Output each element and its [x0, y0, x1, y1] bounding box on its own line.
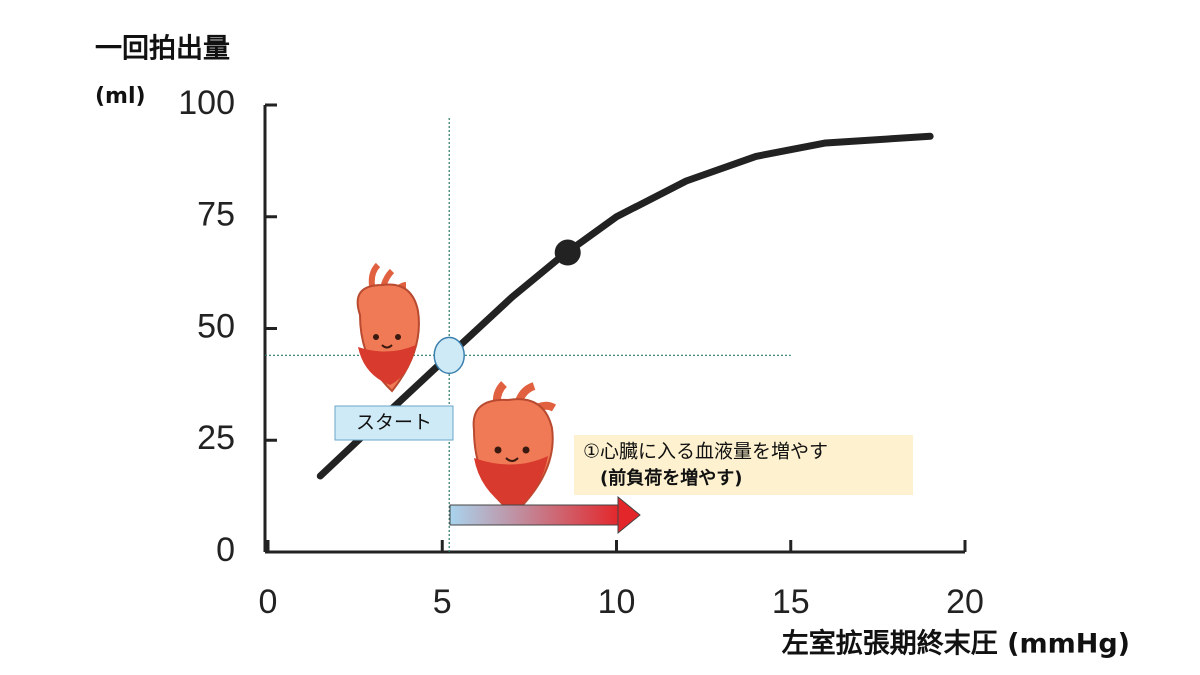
- heart-icon: [356, 262, 420, 393]
- x-tick-label: 10: [598, 583, 636, 621]
- y-axis-title: 一回拍出量: [95, 34, 230, 65]
- curve: [316, 132, 934, 480]
- start-point: [433, 336, 465, 375]
- x-axis-title: 左室拡張期終末圧 (mmHg): [782, 628, 1130, 660]
- annotation: ①心臓に入る血液量を増やす: [583, 441, 828, 463]
- x-tick-label: 5: [433, 583, 452, 621]
- y-tick-label: 50: [197, 307, 235, 345]
- annotation: スタート: [356, 412, 432, 434]
- arrow: [449, 495, 641, 535]
- annotation: (前負荷を増やす): [600, 467, 742, 489]
- label-box: [334, 405, 454, 441]
- y-tick-label: 100: [178, 84, 235, 122]
- label-box: [574, 435, 913, 495]
- y-axis-unit: (ml): [95, 84, 146, 109]
- x-tick-label: 0: [259, 583, 278, 621]
- x-tick-label: 20: [946, 583, 984, 621]
- heart-icon: [472, 381, 557, 516]
- point: [554, 239, 581, 266]
- y-tick-label: 75: [197, 196, 235, 234]
- y-tick-label: 25: [197, 419, 235, 457]
- x-tick-label: 15: [772, 583, 810, 621]
- y-tick-label: 0: [216, 531, 235, 569]
